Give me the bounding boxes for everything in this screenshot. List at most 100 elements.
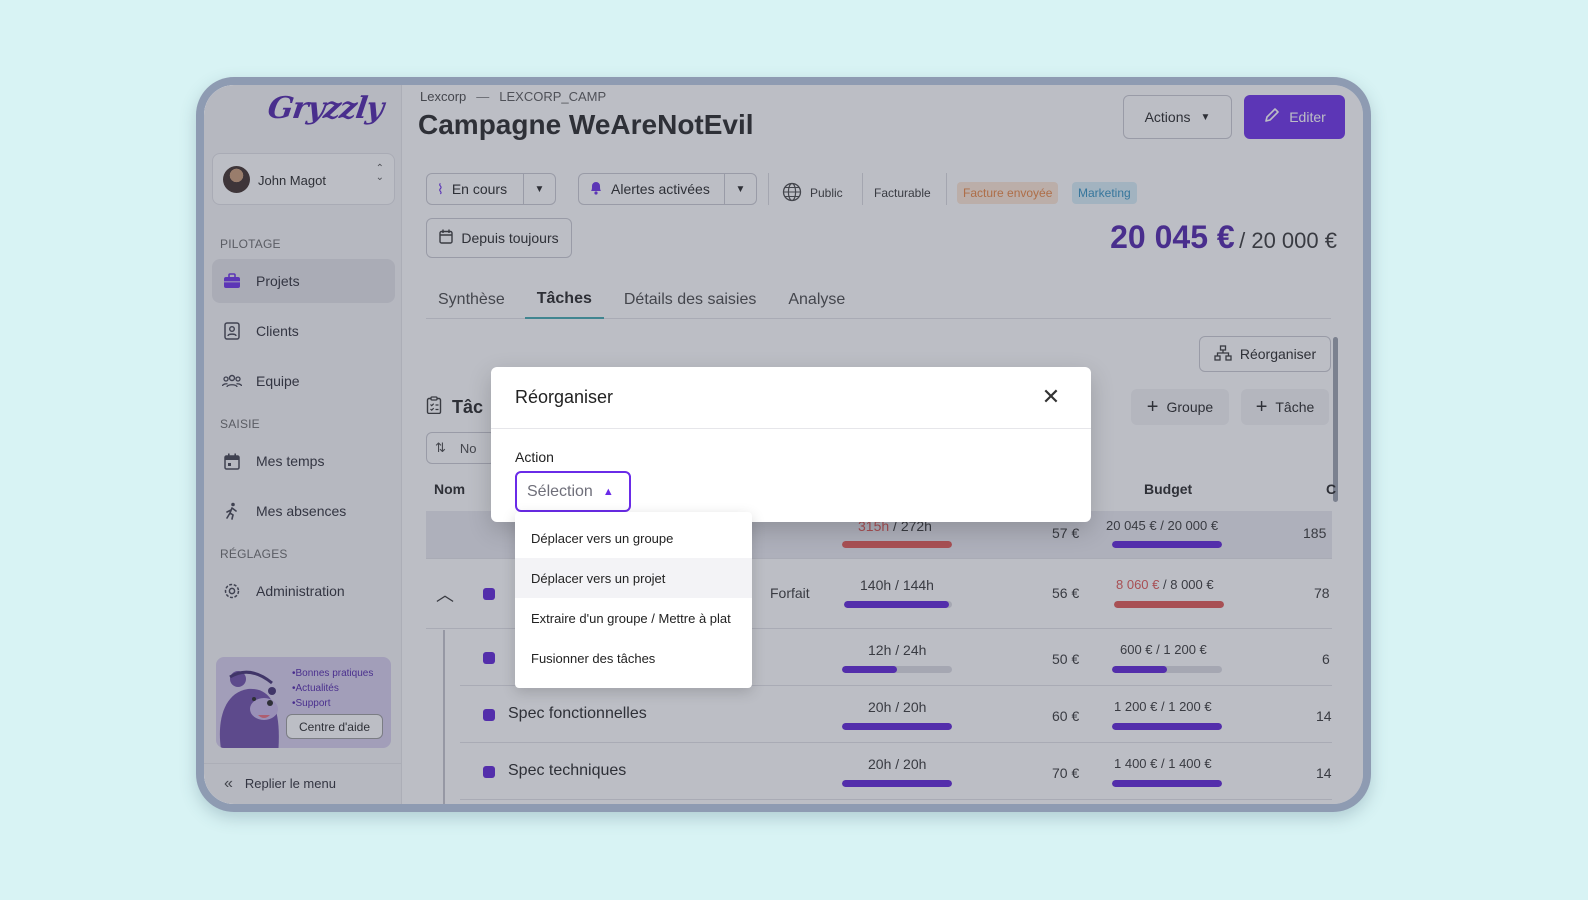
sidebar-item-clients[interactable]: Clients <box>212 309 395 353</box>
breadcrumb-client[interactable]: Lexcorp <box>420 89 467 104</box>
walking-icon <box>222 501 242 521</box>
sidebar-item-projets[interactable]: Projets <box>212 259 395 303</box>
budget-progress-bar <box>1112 666 1222 673</box>
extra-cell: 14 <box>1316 765 1332 781</box>
time-total: / 24h <box>895 642 927 658</box>
action-select[interactable]: Sélection ▲ <box>515 471 631 512</box>
sidebar-item-equipe[interactable]: Equipe <box>212 359 395 403</box>
budget-progress-bar <box>1114 601 1224 608</box>
reorganize-label: Réorganiser <box>1239 346 1317 362</box>
actions-label: Actions <box>1144 109 1191 125</box>
time-total: / 20h <box>895 699 927 715</box>
tab-synthese[interactable]: Synthèse <box>438 291 505 308</box>
sidebar-item-mes-absences[interactable]: Mes absences <box>212 489 395 533</box>
option-extract-flatten[interactable]: Extraire d'un groupe / Mettre à plat <box>531 610 731 626</box>
breadcrumb-code: LEXCORP_CAMP <box>499 89 607 104</box>
reorganize-button[interactable]: Réorganiser <box>1199 336 1331 372</box>
edit-button[interactable]: Editer <box>1244 95 1345 139</box>
tree-line <box>443 630 445 804</box>
alerts-dropdown[interactable]: Alertes activées ▼ <box>578 173 757 205</box>
sidebar-item-label: Mes absences <box>256 503 347 519</box>
time-progress-fill <box>844 601 949 608</box>
extra-cell: 185 <box>1303 525 1327 541</box>
action-field-label: Action <box>515 449 554 465</box>
sidebar-item-label: Projets <box>256 273 300 289</box>
collapse-menu-button[interactable]: « Replier le menu <box>204 763 402 803</box>
tab-details-saisies[interactable]: Détails des saisies <box>623 291 757 308</box>
table-row[interactable]: 12h / 24h 50 € 600 € / 1 200 € 6 <box>460 629 1332 686</box>
caret-up-icon: ▲ <box>602 485 614 498</box>
status-dropdown[interactable]: ⌇ En cours ▼ <box>426 173 556 205</box>
sidebar-item-mes-temps[interactable]: Mes temps <box>212 439 395 483</box>
budget-total: / 8 000 € <box>1163 577 1214 592</box>
contacts-icon <box>222 321 242 341</box>
task-name[interactable]: Spec techniques <box>508 762 627 779</box>
help-center-button[interactable]: Centre d'aide <box>286 714 383 739</box>
column-header-name[interactable]: Nom <box>434 481 466 497</box>
time-spent: 20h <box>868 699 892 715</box>
alerts-label: Alertes activées <box>611 181 710 197</box>
budget-spent: 20 045 € <box>1106 518 1157 533</box>
table-row[interactable]: ︿ Forfait 140h / 144h 56 € 8 060 € / 8 0… <box>426 559 1332 629</box>
add-task-label: Tâche <box>1275 399 1315 415</box>
calendar-icon <box>222 451 242 471</box>
budget-spent: 8 060 € <box>1116 577 1160 592</box>
close-icon[interactable]: ✕ <box>1041 384 1061 409</box>
task-name[interactable]: Spec fonctionnelles <box>508 705 647 722</box>
divider <box>862 173 863 205</box>
budget-spent: 600 € <box>1120 642 1153 657</box>
budget-total: / 20 000 € <box>1160 518 1219 533</box>
extra-cell: 6 <box>1322 651 1330 667</box>
add-group-label: Groupe <box>1166 399 1214 415</box>
scrollbar[interactable] <box>1333 337 1338 502</box>
bell-icon <box>589 180 603 198</box>
caret-down-icon: ▼ <box>1200 111 1211 123</box>
add-task-button[interactable]: + Tâche <box>1241 389 1329 425</box>
rate-cell: 60 € <box>1052 708 1080 724</box>
type-cell: Forfait <box>770 585 810 601</box>
avatar <box>223 166 250 193</box>
device-frame: Gryzzly John Magot ⌃ ⌄ PILOTAGE Projets C… <box>196 77 1371 812</box>
budget-cell: 8 060 € / 8 000 € <box>1116 577 1214 592</box>
budget-total: / 1 200 € <box>1161 699 1212 714</box>
date-range-button[interactable]: Depuis toujours <box>426 218 572 258</box>
help-bullet: •Bonnes pratiques <box>292 668 374 679</box>
globe-icon <box>782 182 802 205</box>
column-header-budget[interactable]: Budget <box>1144 481 1193 497</box>
color-square <box>483 588 495 600</box>
double-chevron-left-icon: « <box>224 774 233 792</box>
sort-label: No <box>459 440 477 456</box>
caret-down-icon[interactable]: ▼ <box>523 174 555 204</box>
section-label-pilotage: PILOTAGE <box>220 237 281 251</box>
time-spent: 315h <box>858 518 890 534</box>
tag-invoice-sent: Facture envoyée <box>957 182 1059 204</box>
time-progress-fill <box>842 723 952 730</box>
table-row[interactable]: Spec techniques 20h / 20h 70 € 1 400 € /… <box>460 743 1332 800</box>
hierarchy-icon <box>1214 344 1232 364</box>
chevron-up-icon[interactable]: ︿ <box>436 585 454 605</box>
user-switcher[interactable]: John Magot ⌃ ⌄ <box>212 153 395 205</box>
budget-spent: 20 045 € <box>1110 219 1235 255</box>
modal-title: Réorganiser <box>491 367 1091 429</box>
option-move-to-group[interactable]: Déplacer vers un groupe <box>531 530 674 546</box>
section-label-reglages: RÉGLAGES <box>220 547 288 561</box>
help-bullets: •Bonnes pratiques •Actualités •Support <box>292 666 373 711</box>
time-total: / 20h <box>895 756 927 772</box>
add-group-button[interactable]: + Groupe <box>1131 389 1229 425</box>
column-header-extra[interactable]: C <box>1326 481 1337 497</box>
budget-cell: 1 200 € / 1 200 € <box>1114 699 1212 714</box>
chevron-up-down-icon: ⌃ ⌄ <box>375 163 384 183</box>
caret-down-icon[interactable]: ▼ <box>724 174 756 204</box>
table-row[interactable]: Spec fonctionnelles 20h / 20h 60 € 1 200… <box>460 686 1332 743</box>
tab-taches[interactable]: Tâches <box>524 281 604 319</box>
clipboard-icon <box>426 396 442 419</box>
option-move-to-project[interactable]: Déplacer vers un projet <box>515 558 752 598</box>
sidebar-item-administration[interactable]: Administration <box>212 569 395 613</box>
app-screen: Gryzzly John Magot ⌃ ⌄ PILOTAGE Projets C… <box>204 85 1363 804</box>
option-merge-tasks[interactable]: Fusionner des tâches <box>531 650 656 666</box>
actions-button[interactable]: Actions ▼ <box>1123 95 1232 139</box>
tab-analyse[interactable]: Analyse <box>788 291 846 308</box>
rate-cell: 56 € <box>1052 585 1080 601</box>
sort-button[interactable]: ⇅ No <box>426 432 496 464</box>
visibility-label: Public <box>810 186 843 200</box>
